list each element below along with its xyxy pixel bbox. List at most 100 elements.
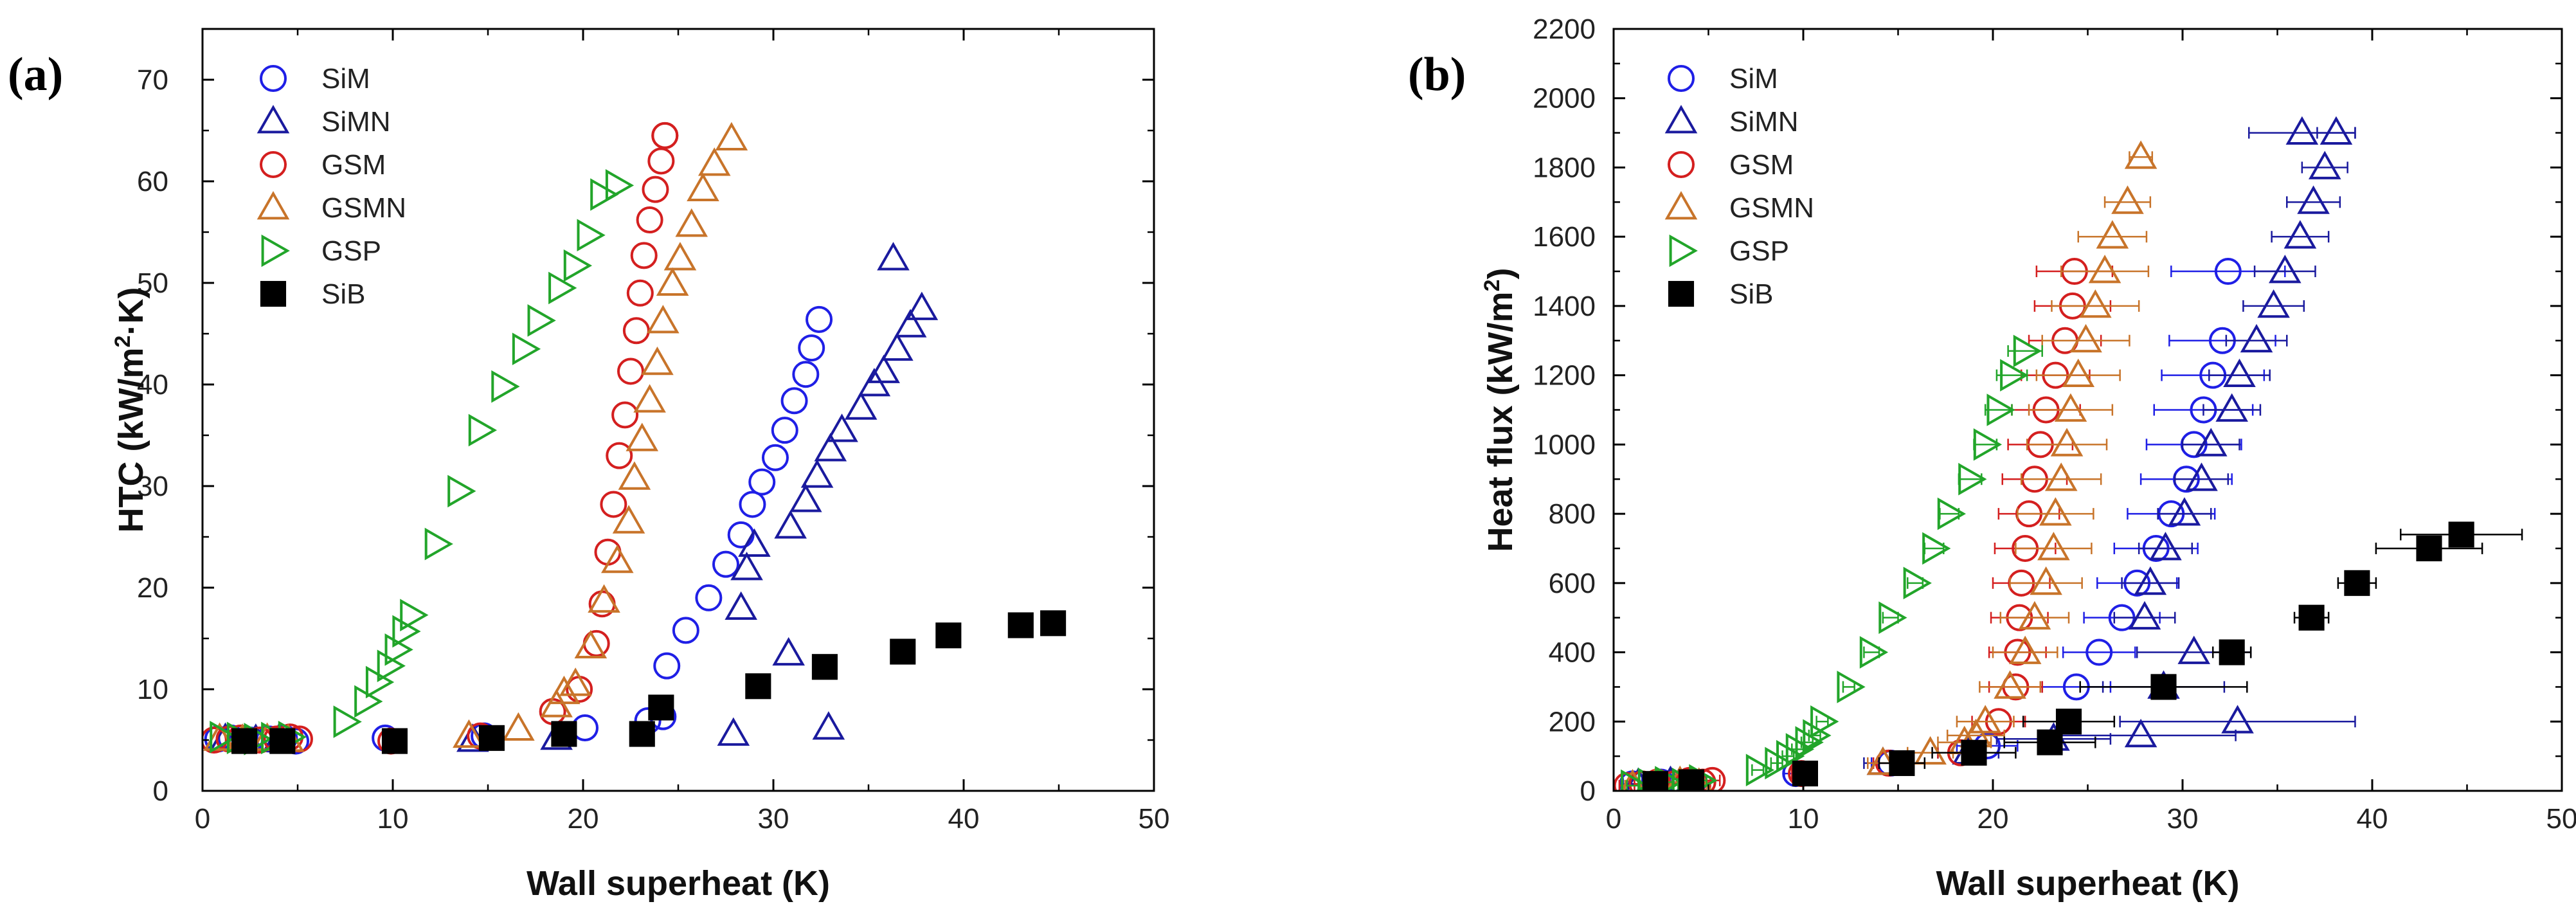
data-point-gsm: [606, 442, 633, 469]
x-tick-label: 0: [1606, 803, 1621, 835]
data-point-gsm: [636, 206, 663, 234]
series-sim: [1619, 258, 2286, 791]
legend-label-gsm: GSM: [1729, 149, 1794, 181]
x-tick-label: 10: [1788, 803, 1819, 835]
data-point-gsp: [548, 271, 577, 305]
data-point-simn: [2168, 497, 2201, 526]
data-point-gsp: [424, 527, 453, 561]
y-axis-title-end: ): [1481, 268, 1520, 280]
data-point-gsmn: [1968, 705, 2002, 734]
data-point-gsmn: [656, 267, 689, 296]
data-point-gsp: [1785, 733, 1815, 766]
data-point-gsp: [447, 475, 476, 508]
data-point-simn: [877, 242, 910, 271]
data-point-simn: [2223, 358, 2256, 388]
data-point-gsp: [1958, 462, 1987, 496]
panel-label: (a): [8, 48, 63, 101]
x-tick-label: 10: [377, 803, 409, 835]
y-axis-title-superscript: 2: [1480, 280, 1504, 292]
data-point-gsmn: [1914, 736, 1947, 765]
data-point-gsmn: [559, 667, 592, 696]
data-point-sib: [2219, 639, 2245, 665]
data-point-gsmn: [502, 712, 535, 741]
data-point-gsp: [527, 304, 556, 337]
data-point-gsmn: [626, 422, 659, 451]
data-point-sib: [2448, 521, 2474, 548]
data-point-gsmn: [647, 305, 680, 334]
series-gsp: [1621, 334, 2043, 791]
data-point-gsmn: [2018, 601, 2051, 630]
data-point-gsmn: [2030, 566, 2062, 595]
data-point-gsp: [1837, 671, 1866, 703]
y-tick-label: 1200: [1533, 360, 1596, 392]
data-point-gsp: [1776, 739, 1805, 773]
series-sim: [204, 305, 833, 755]
data-point-gsm: [617, 357, 644, 385]
legend-marker-gsm: [260, 151, 287, 178]
data-point-gsmn: [548, 675, 581, 705]
legend-marker-gsmn: [257, 191, 290, 220]
y-tick-label: 30: [137, 471, 168, 502]
data-point-sib: [2150, 674, 2177, 700]
data-point-gsmn: [687, 172, 719, 202]
legend-marker-gsp: [261, 234, 290, 267]
data-point-sib: [890, 638, 916, 665]
data-point-gsmn: [203, 722, 236, 751]
data-point-gsmn: [2079, 289, 2112, 318]
y-tick-label: 0: [153, 775, 168, 807]
legend-label-gsp: GSP: [321, 235, 381, 267]
data-point-simn: [867, 354, 900, 383]
data-point-simn: [2194, 428, 2228, 456]
legend-label-sib: SiB: [1729, 278, 1773, 310]
data-point-sim: [2214, 258, 2242, 285]
series-sib: [1642, 521, 2523, 791]
data-point-simn: [738, 528, 771, 557]
data-point-gsmn: [2069, 323, 2102, 353]
legend-label-sib: SiB: [321, 278, 365, 310]
y-tick-label: 1600: [1533, 221, 1596, 253]
y-tick-label: 70: [137, 64, 168, 96]
data-point-simn: [730, 552, 763, 581]
data-point-simn: [717, 717, 750, 746]
x-tick-label: 20: [1977, 803, 2009, 835]
x-tick-label: 50: [1139, 803, 1170, 835]
data-point-sib: [629, 721, 655, 747]
data-point-simn: [2134, 566, 2167, 595]
y-axis-title-main: HTC (kW/m: [112, 347, 150, 532]
data-point-gsmn: [2062, 358, 2095, 388]
legend-marker-sim: [260, 65, 287, 92]
data-point-simn: [2149, 532, 2182, 561]
data-point-sib: [478, 725, 505, 751]
data-point-simn: [894, 309, 927, 338]
y-tick-label: 800: [1549, 498, 1596, 530]
data-point-simn: [800, 459, 834, 488]
y-axis-title-main: Heat flux (kW/m: [1481, 291, 1520, 552]
data-point-simn: [2308, 150, 2341, 179]
legend-marker-simn: [257, 105, 290, 134]
legend: SiM SiMN GSM GSMN GSP SiB: [1664, 63, 1814, 310]
y-tick-label: 10: [137, 674, 168, 705]
data-point-simn: [2240, 323, 2273, 353]
data-point-sim: [780, 387, 808, 415]
data-point-sim: [653, 652, 681, 680]
legend-marker-sib: [1668, 280, 1695, 307]
data-point-gsm: [647, 147, 675, 175]
x-tick-label: 30: [758, 803, 789, 835]
series-gsm: [1614, 258, 2114, 791]
legend-label-gsm: GSM: [321, 149, 386, 181]
data-point-gsmn: [2037, 532, 2070, 561]
data-point-simn: [2319, 116, 2353, 145]
data-point-gsp: [333, 705, 362, 738]
data-point-gsp: [1859, 636, 1889, 669]
y-tick-label: 2000: [1533, 83, 1596, 114]
data-point-gsp: [1922, 532, 1951, 565]
legend-label-gsp: GSP: [1729, 235, 1789, 267]
legend: SiM SiMN GSM GSMN GSP SiB: [257, 63, 406, 310]
y-tick-label: 400: [1549, 637, 1596, 669]
data-point-gsm: [642, 176, 669, 203]
plot-frame: [201, 28, 1155, 792]
data-point-simn: [789, 484, 822, 512]
data-point-sib: [1961, 739, 1987, 766]
y-tick-label: 40: [137, 369, 168, 401]
plot-area: [203, 122, 1067, 755]
